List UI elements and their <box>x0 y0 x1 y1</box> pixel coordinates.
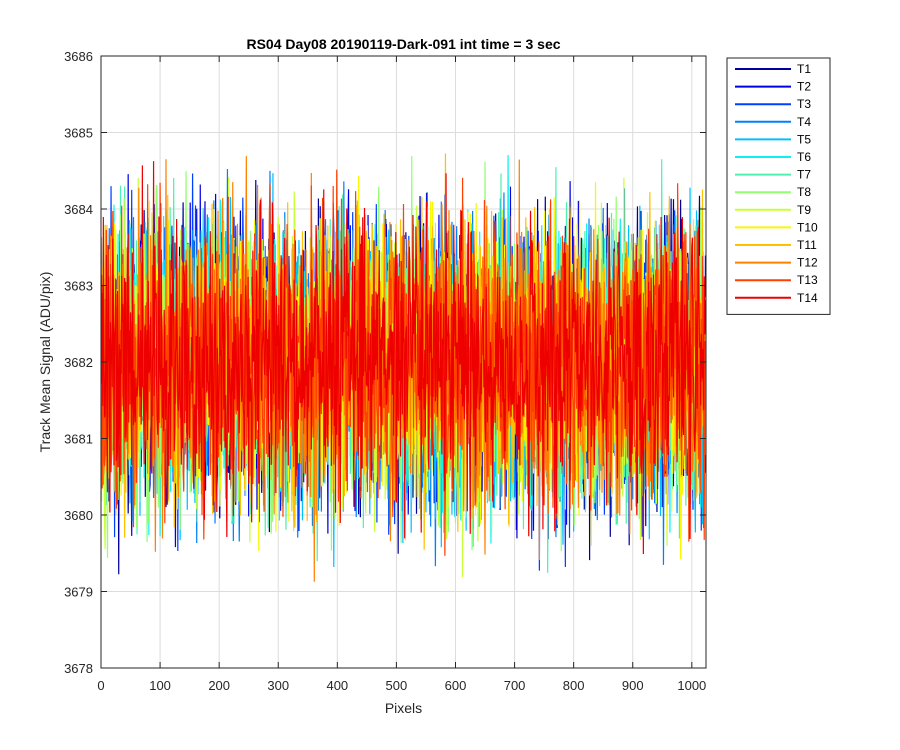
x-tick-label: 800 <box>563 678 585 693</box>
y-tick-label: 3680 <box>64 508 93 523</box>
legend-label-t3: T3 <box>797 97 811 111</box>
legend-label-t10: T10 <box>797 220 818 234</box>
legend-label-t9: T9 <box>797 203 811 217</box>
x-tick-label: 1000 <box>677 678 706 693</box>
legend-label-t11: T11 <box>797 238 817 252</box>
legend-label-t12: T12 <box>797 256 818 270</box>
x-tick-label: 500 <box>386 678 408 693</box>
x-tick-label: 200 <box>208 678 230 693</box>
y-tick-label: 3681 <box>64 432 93 447</box>
y-tick-label: 3686 <box>64 49 93 64</box>
legend-label-t7: T7 <box>797 168 811 182</box>
legend-label-t8: T8 <box>797 185 811 199</box>
legend-label-t5: T5 <box>797 132 811 146</box>
legend-label-t14: T14 <box>797 291 818 305</box>
legend-box <box>726 57 831 315</box>
legend-label-t6: T6 <box>797 150 811 164</box>
x-tick-label: 600 <box>445 678 467 693</box>
legend-label-t2: T2 <box>797 80 811 94</box>
legend-label-t1: T1 <box>797 62 811 76</box>
y-tick-label: 3685 <box>64 126 93 141</box>
x-tick-label: 300 <box>267 678 289 693</box>
y-tick-label: 3678 <box>64 661 93 676</box>
legend-label-t4: T4 <box>797 115 811 129</box>
series-group <box>101 153 706 582</box>
legend: T1 T2 T3 T4 T5 T6 T7 T8 T9 T10 T11 T12 T13 T14 <box>726 57 831 315</box>
y-axis-label: Track Mean Signal (ADU/pix) <box>37 272 53 453</box>
chart-title: RS04 Day08 20190119-Dark-091 int time = … <box>246 36 560 52</box>
y-tick-label: 3679 <box>64 585 93 600</box>
x-axis-label: Pixels <box>385 700 422 716</box>
axes: 0 100 200 300 400 500 600 700 800 900 1000 3678 3679… <box>64 49 707 693</box>
x-tick-label: 900 <box>622 678 644 693</box>
y-tick-label: 3682 <box>64 355 93 370</box>
x-tick-label: 0 <box>97 678 104 693</box>
x-tick-label: 700 <box>504 678 526 693</box>
y-tick-label: 3684 <box>64 202 93 217</box>
x-tick-label: 100 <box>149 678 171 693</box>
y-tick-label: 3683 <box>64 279 93 294</box>
series-line-t14 <box>101 161 706 555</box>
legend-label-t13: T13 <box>797 273 818 287</box>
x-tick-label: 400 <box>326 678 348 693</box>
